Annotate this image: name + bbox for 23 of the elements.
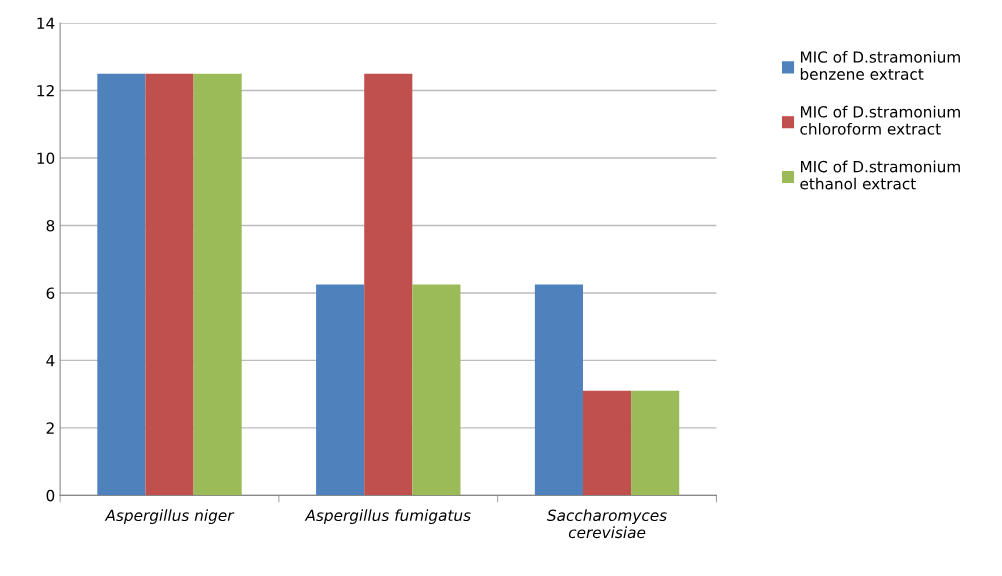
- bar: [364, 73, 413, 496]
- bar: [582, 390, 632, 496]
- x-tick-label: Aspergillus fumigatus: [304, 509, 471, 525]
- bar: [412, 284, 461, 496]
- bar: [193, 73, 242, 496]
- y-tick-label: 8: [46, 219, 55, 232]
- y-tick-label: 14: [37, 17, 55, 29]
- y-tick-label: 12: [37, 84, 54, 97]
- legend-label: MIC of D.stramonium benzene extract: [800, 50, 960, 80]
- x-tick-label: Aspergillus niger: [104, 509, 235, 525]
- bar: [534, 284, 583, 496]
- bar: [97, 73, 146, 496]
- bar: [316, 284, 365, 496]
- legend-label: MIC of D.stramonium chloroform extract: [800, 105, 960, 135]
- bar: [631, 390, 680, 496]
- y-tick-label: 0: [46, 489, 55, 502]
- y-tick-label: 10: [37, 152, 55, 165]
- y-tick-label: 2: [46, 422, 54, 434]
- bar: [145, 73, 194, 496]
- x-tick-label: Saccharomyces cerevisiae: [547, 509, 667, 539]
- legend-label: MIC of D.stramonium ethanol extract: [800, 160, 960, 190]
- y-tick-label: 6: [46, 287, 55, 299]
- y-tick-label: 4: [46, 355, 55, 367]
